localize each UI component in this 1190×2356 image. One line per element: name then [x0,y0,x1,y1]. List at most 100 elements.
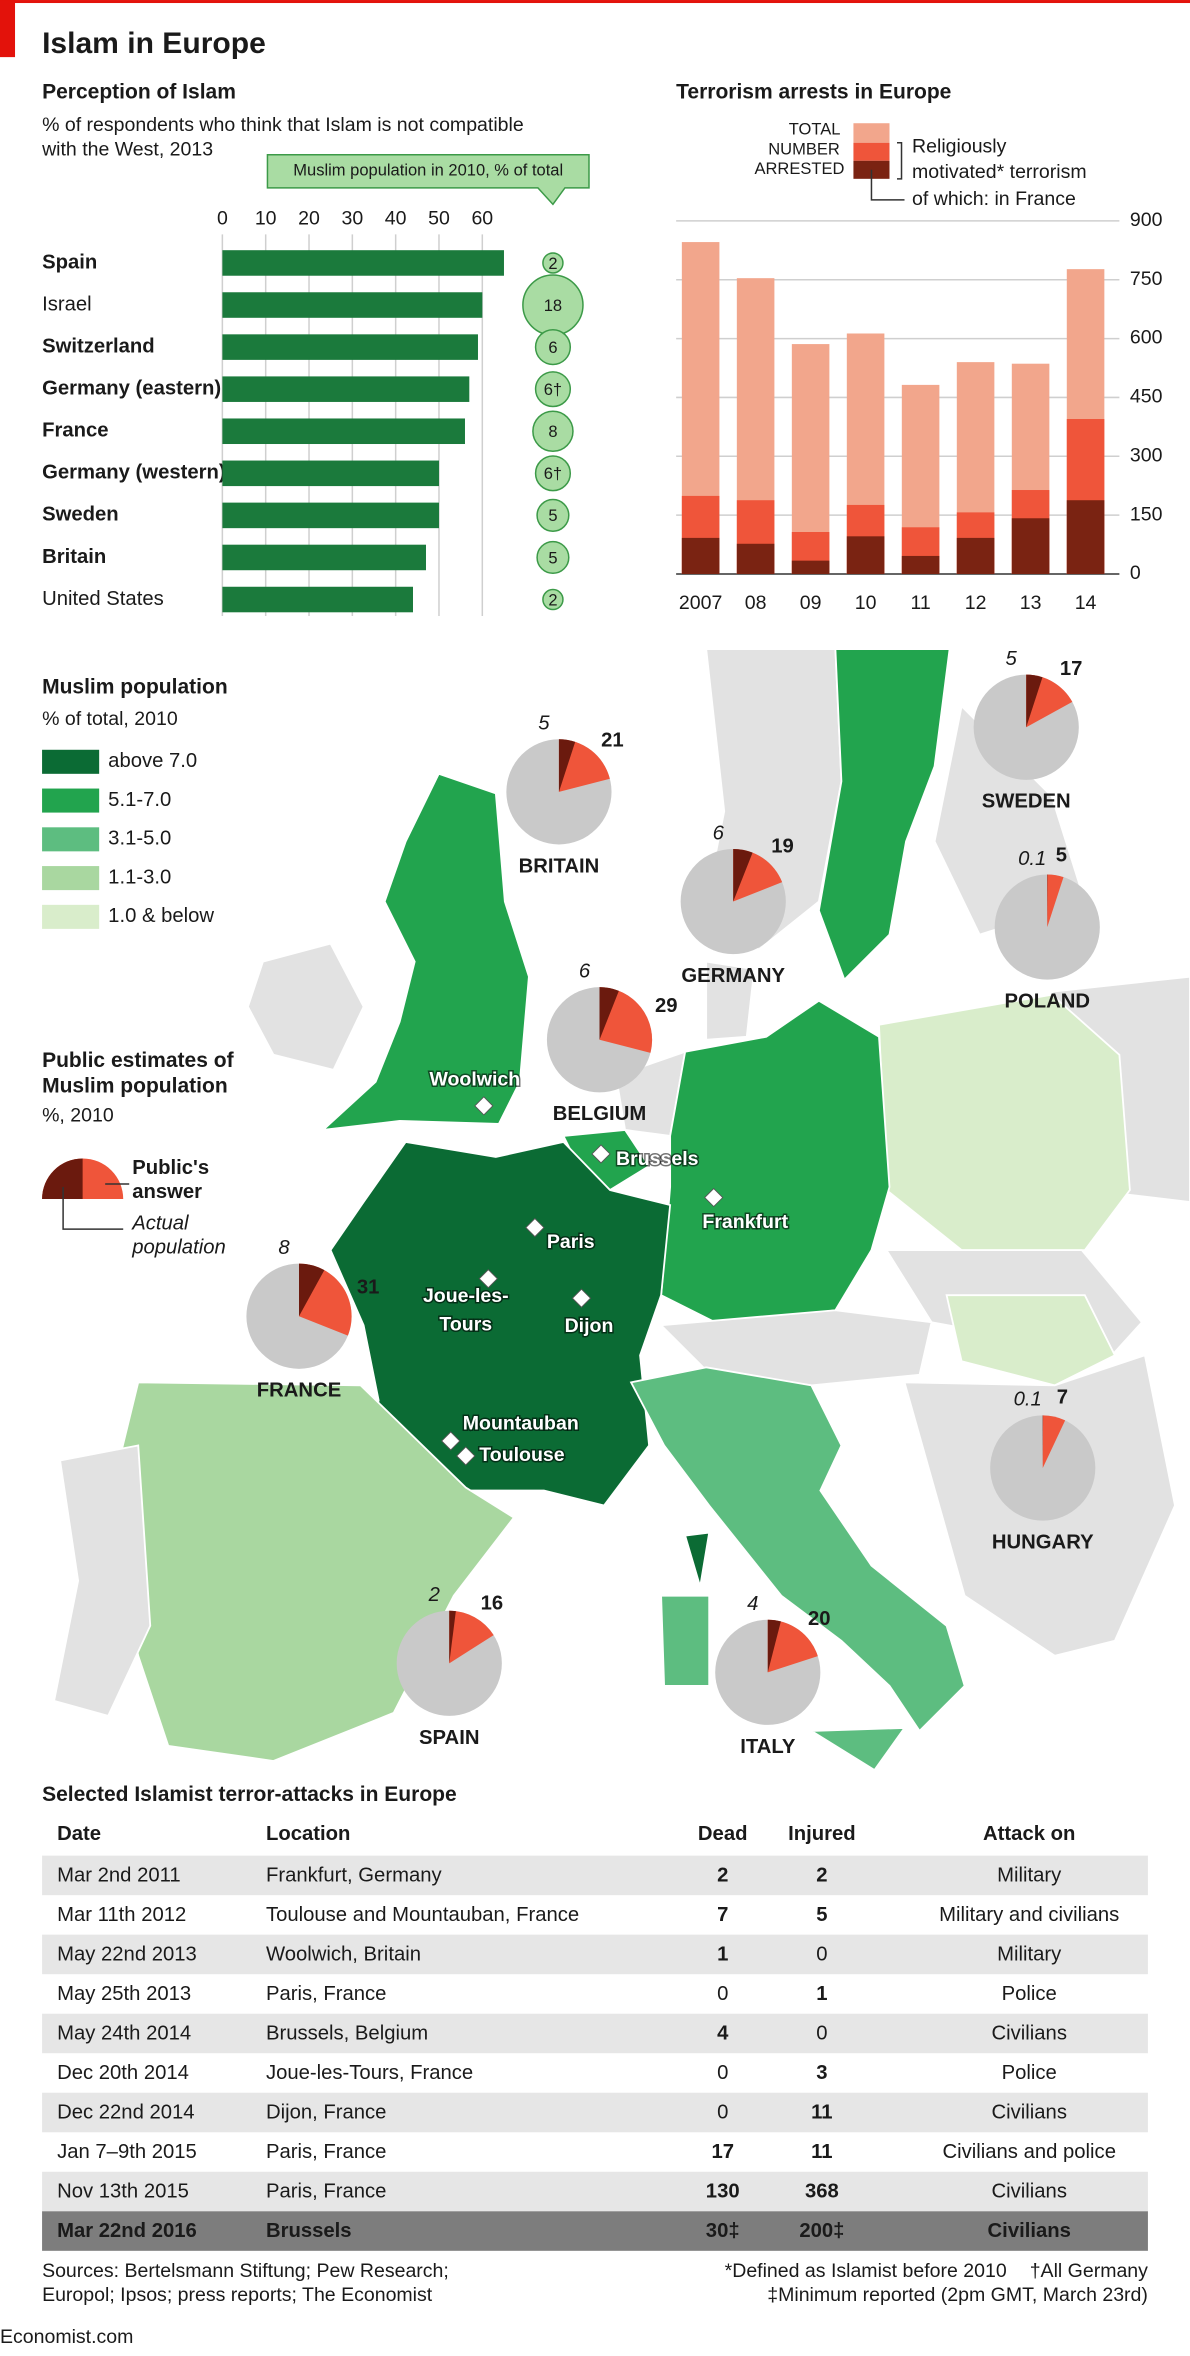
x-tick-label: 40 [385,208,407,230]
page-title: Islam in Europe [42,27,266,60]
table-cell: Nov 13th 2015 [57,2180,189,2202]
y-tick-label: 0 [1130,562,1141,584]
country-shape [705,960,756,1041]
country-shape [660,1594,711,1687]
pie-actual [449,1610,456,1664]
public-label: 21 [601,730,624,752]
country-shape [320,772,530,1132]
table-cell: 0 [717,2101,728,2123]
table-cell: Mar 22nd 2016 [57,2220,197,2242]
bubble [534,455,572,492]
country-label: BRITAIN [519,855,600,877]
pie-base [990,1415,1096,1521]
bubble-label: 6 [548,338,557,357]
table-cell: Military [997,1864,1062,1886]
table-cell: Civilians [992,2022,1067,2044]
country-shape [817,648,951,982]
chart-title: Terrorism arrests in Europe [676,81,951,104]
table-cell: 17 [711,2141,734,2163]
table-cell: Dec 20th 2014 [57,2062,189,2084]
pie-public [1047,874,1064,928]
table-cell: Military and civilians [939,1904,1119,1926]
pie-public [449,1610,494,1664]
chart-title: Perception of Islam [42,81,236,104]
table-cell: May 24th 2014 [57,2022,191,2044]
table-cell: 1 [717,1943,728,1965]
legend-swatch [42,788,100,813]
bubble-label: 5 [548,548,557,567]
bubble-label: 2 [548,254,557,273]
pie-actual [299,1263,325,1317]
bar [791,560,830,574]
city-label: Mountauban [463,1413,579,1435]
public-label: 19 [771,835,794,857]
bar [846,536,885,574]
public-label: 20 [808,1608,831,1630]
actual-label: 0.1 [1014,1389,1042,1411]
column-header: Location [266,1823,350,1845]
row-band [42,2092,1148,2133]
table-cell: 200‡ [799,2220,844,2242]
legend-label: 5.1-7.0 [108,789,171,811]
actual-label: 4 [747,1593,758,1615]
legend-bracket [897,142,903,180]
actual-label: 6 [579,961,591,983]
table-cell: Civilians and police [942,2141,1115,2163]
table-cell: 11 [811,2141,832,2163]
legend-label: TOTAL NUMBER ARRESTED [754,120,844,178]
key-actual: Actual population [131,1213,226,1259]
city-marker [704,1187,724,1208]
y-tick-label: 150 [1130,503,1163,525]
legend-leader [870,169,905,201]
country-label: SWEDEN [982,791,1071,813]
table-cell: Brussels, Belgium [266,2022,428,2044]
table-cell: Jan 7–9th 2015 [57,2141,197,2163]
country-shape [329,1140,672,1507]
public-label: 31 [357,1276,380,1298]
country-label: ITALY [740,1736,796,1758]
callout-box [266,154,590,206]
legend-label: of which: in France [912,188,1076,210]
table-cell: 4 [717,2022,729,2044]
country-shape [878,993,1131,1252]
city-marker [478,1269,498,1289]
table-cell: Military [997,1943,1062,1965]
table-cell: May 22nd 2013 [57,1943,197,1965]
country-label: SPAIN [419,1727,479,1749]
chart-subtitle: % of respondents who think that Islam is… [41,114,529,160]
category-label: Germany (western) [42,462,226,484]
table-cell: 1 [816,1983,827,2005]
bubble [534,329,572,366]
city-label: Toulouse [479,1444,564,1466]
bubble [542,588,564,611]
bubble [536,498,570,532]
city-marker [456,1446,476,1466]
table-cell: 368 [805,2180,839,2202]
table-cell: 2 [717,1864,728,1886]
city-marker [591,1144,611,1164]
x-tick-label: 30 [341,208,363,230]
pie-actual [767,1619,781,1673]
table-cell: Civilians [992,2180,1067,2202]
table-title: Selected Islamist terror-attacks in Euro… [42,1783,457,1806]
public-label: 29 [655,995,678,1017]
bar [222,376,470,402]
pie-legend-subtitle: %, 2010 [42,1105,114,1127]
city-label: Dijon [565,1315,614,1337]
row-band [42,2013,1148,2054]
bar [222,292,483,318]
city-marker [525,1217,545,1238]
public-label: 7 [1057,1387,1068,1409]
x-tick-label: 50 [428,208,450,230]
x-tick-label: 10 [255,208,277,230]
table-cell: Dijon, France [266,2101,387,2123]
bar [222,334,478,360]
key-leader [62,1187,124,1230]
bubble-label: 8 [548,422,557,441]
legend-swatch [42,866,100,891]
category-label: Britain [42,546,106,568]
table-cell: Civilians [992,2101,1067,2123]
table-cell: Dec 22nd 2014 [57,2101,194,2123]
